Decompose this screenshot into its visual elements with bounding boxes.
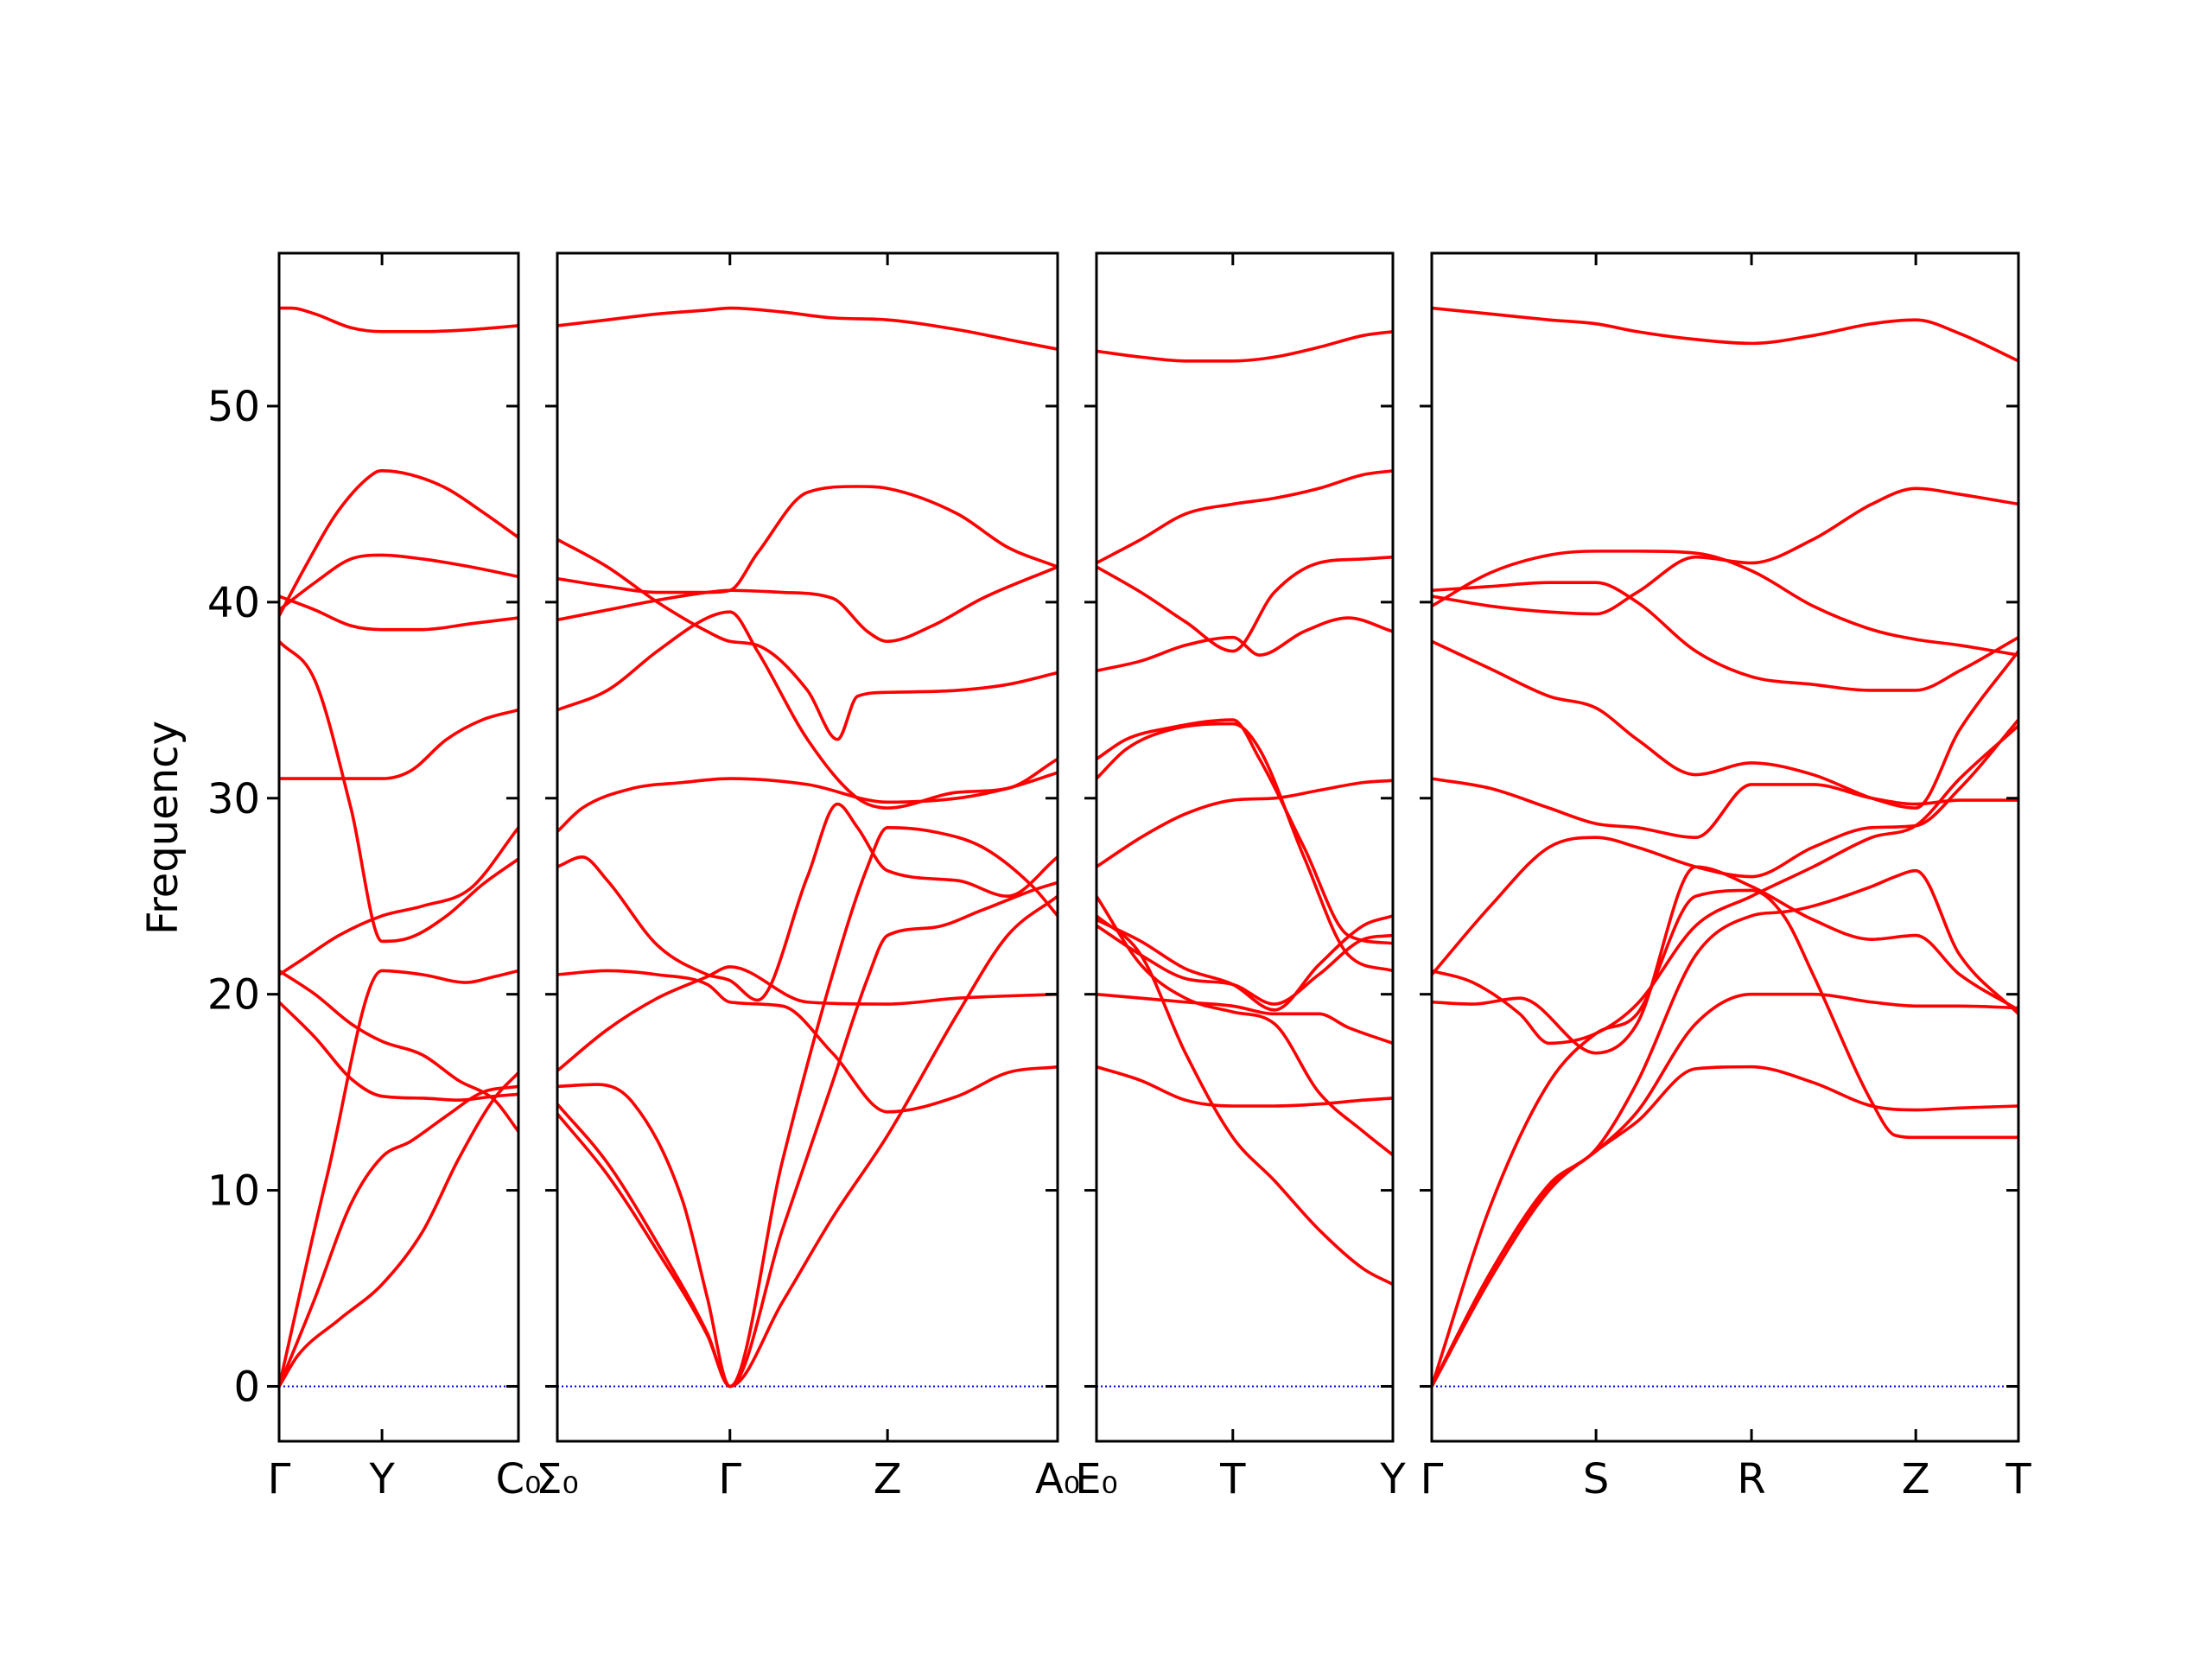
phonon-band-6	[1096, 924, 1393, 1006]
phonon-band-9	[557, 537, 1058, 741]
y-tick-label: 30	[207, 775, 260, 823]
phonon-band-1	[1432, 1065, 2018, 1389]
panel-frame	[1095, 251, 1395, 1443]
phonon-band-5	[279, 969, 518, 1134]
phonon-band-9	[1432, 639, 2018, 810]
phonon-band-2	[557, 880, 1058, 1389]
phonon-band-1	[279, 1071, 518, 1389]
phonon-band-11	[557, 485, 1058, 594]
panel-2: Σ₀ Γ Z A₀	[536, 251, 1080, 1503]
phonon-band-12	[557, 306, 1058, 351]
x-tick-label: T	[2005, 1455, 2031, 1503]
x-tick-label: T	[1219, 1455, 1246, 1503]
phonon-band-10	[279, 553, 518, 612]
phonon-band-4	[1432, 888, 2018, 1389]
phonon-band-13	[1096, 329, 1393, 363]
panel-3: E₀ T Y	[1075, 251, 1406, 1503]
panel-frame	[1430, 251, 2020, 1443]
phonon-band-4	[557, 965, 1058, 1072]
x-tick-label: C₀	[496, 1455, 542, 1503]
x-tick-label: Γ	[718, 1455, 741, 1503]
phonon-band-8	[557, 610, 1058, 810]
phonon-band-2	[279, 1084, 518, 1389]
phonon-band-9	[1096, 779, 1393, 868]
x-tick-label: Γ	[1421, 1455, 1444, 1503]
y-axis-label: Frequency	[139, 721, 188, 935]
phonon-band-12	[1432, 581, 2018, 692]
band-lines	[279, 306, 518, 1389]
phonon-band-8	[279, 708, 518, 780]
phonon-band-7	[557, 771, 1058, 834]
band-lines	[1432, 306, 2018, 1389]
phonon-band-7	[1432, 718, 2018, 976]
band-lines	[1096, 329, 1393, 1287]
x-tick-label: Γ	[268, 1455, 291, 1503]
x-tick-label: Y	[368, 1455, 395, 1503]
phonon-band-11	[1432, 550, 2018, 657]
y-tick-label: 50	[207, 383, 260, 431]
phonon-band-11	[1096, 555, 1393, 653]
phonon-band-13	[1432, 306, 2018, 363]
phonon-band-9	[279, 594, 518, 632]
x-tick-label: E₀	[1075, 1455, 1118, 1503]
x-tick-label: Y	[1379, 1455, 1406, 1503]
y-tick-label: 10	[207, 1167, 260, 1216]
x-tick-label: Σ₀	[536, 1455, 579, 1503]
phonon-band-7	[279, 639, 518, 944]
panel-frame	[556, 251, 1059, 1443]
phonon-band-3	[557, 826, 1058, 1389]
phonon-band-3	[1432, 868, 2018, 1389]
phonon-band-3	[1096, 992, 1393, 1046]
y-tick-labels: 0 10 20 30 40 50	[207, 383, 260, 1411]
phonon-band-6	[279, 826, 518, 976]
phonon-band-8	[1096, 718, 1393, 945]
phonon-band-12	[1096, 469, 1393, 565]
x-tick-label: R	[1737, 1455, 1765, 1503]
phonon-band-5	[1096, 914, 1393, 1012]
phonon-band-11	[279, 469, 518, 618]
phonon-band-12	[279, 306, 518, 334]
band-lines	[557, 306, 1058, 1389]
panel-frame	[277, 251, 520, 1443]
phonon-band-6	[557, 802, 1058, 1002]
panel-1: Γ Y C₀	[267, 251, 542, 1503]
phonon-band-10	[1096, 616, 1393, 673]
phonon-band-4	[1096, 894, 1393, 1157]
y-tick-label: 0	[233, 1363, 260, 1411]
x-tick-label: Z	[1902, 1455, 1930, 1503]
y-tick-label: 40	[207, 579, 260, 627]
phonon-band-7	[1096, 721, 1393, 973]
phonon-band-2	[1096, 1065, 1393, 1108]
phonon-band-1	[1096, 914, 1393, 1287]
x-tick-label: Z	[874, 1455, 902, 1503]
phonon-band-8	[1432, 777, 2018, 839]
y-tick-label: 20	[207, 971, 260, 1020]
phonon-band-10	[557, 565, 1058, 644]
x-tick-label: A₀	[1035, 1455, 1080, 1503]
phonon-band-3	[279, 969, 518, 1389]
x-tick-label: S	[1583, 1455, 1609, 1503]
phonon-band-1	[557, 894, 1058, 1389]
phonon-band-5	[557, 969, 1058, 1114]
